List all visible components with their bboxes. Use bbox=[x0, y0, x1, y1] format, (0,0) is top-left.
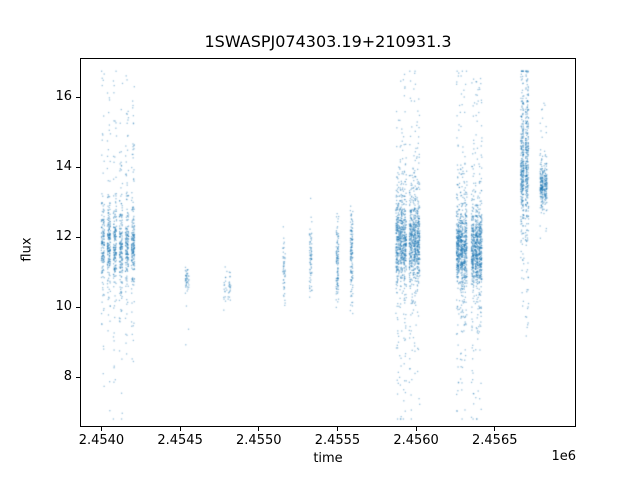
chart-title: 1SWASPJ074303.19+210931.3 bbox=[204, 32, 452, 51]
x-tick-mark bbox=[336, 427, 338, 431]
x-axis-label: time bbox=[313, 451, 343, 466]
x-tick-label: 2.4545 bbox=[157, 433, 203, 448]
x-tick-mark bbox=[258, 427, 260, 431]
y-tick-mark bbox=[76, 376, 80, 378]
y-tick-mark bbox=[76, 96, 80, 98]
x-tick-mark bbox=[179, 427, 181, 431]
x-tick-label: 2.4540 bbox=[78, 433, 125, 448]
x-tick-label: 2.4550 bbox=[236, 433, 282, 448]
y-tick-label: 8 bbox=[63, 369, 72, 385]
y-tick-label: 16 bbox=[55, 89, 72, 105]
y-tick-mark bbox=[76, 236, 80, 238]
scatter-points-canvas bbox=[81, 59, 575, 426]
y-tick-label: 12 bbox=[55, 229, 72, 245]
x-tick-mark bbox=[494, 427, 496, 431]
x-tick-mark bbox=[100, 427, 102, 431]
x-tick-label: 2.4560 bbox=[393, 433, 439, 448]
y-tick-label: 10 bbox=[55, 299, 72, 315]
x-tick-mark bbox=[415, 427, 417, 431]
x-axis-offset-text: 1e6 bbox=[551, 449, 576, 464]
y-tick-mark bbox=[76, 166, 80, 168]
y-tick-mark bbox=[76, 306, 80, 308]
plot-area bbox=[80, 58, 576, 427]
x-tick-label: 2.4555 bbox=[314, 433, 361, 448]
y-tick-label: 14 bbox=[55, 159, 72, 175]
x-tick-label: 2.4565 bbox=[472, 433, 518, 448]
